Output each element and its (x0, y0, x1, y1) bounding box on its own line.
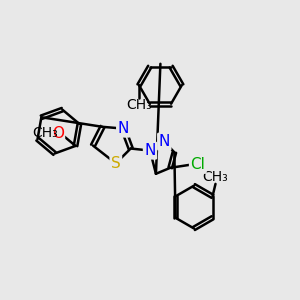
Text: N: N (118, 121, 129, 136)
Text: CH₃: CH₃ (32, 125, 58, 140)
Text: O: O (52, 126, 64, 141)
Text: CH₃: CH₃ (202, 170, 228, 184)
Text: N: N (144, 143, 156, 158)
Text: S: S (111, 156, 121, 171)
Text: N: N (159, 134, 170, 149)
Text: Cl: Cl (190, 158, 205, 172)
Text: CH₃: CH₃ (126, 98, 152, 112)
